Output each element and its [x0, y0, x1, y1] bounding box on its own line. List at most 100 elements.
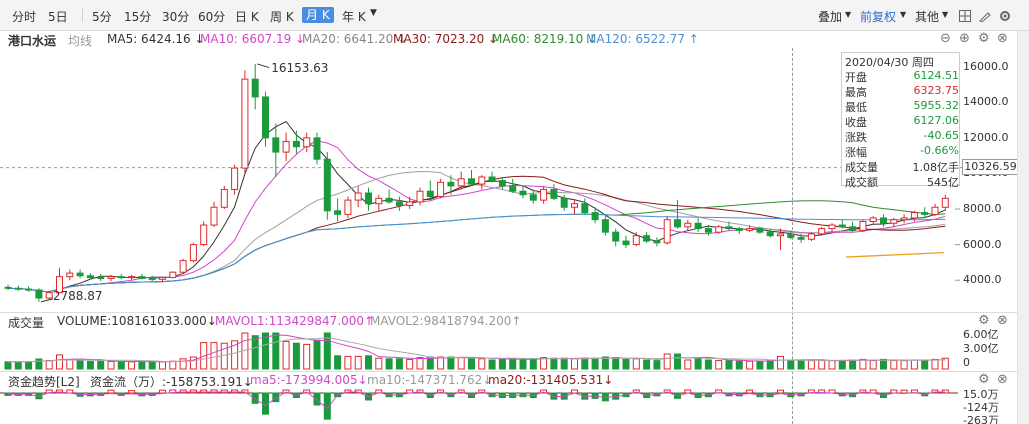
candle[interactable] — [900, 214, 908, 224]
candle[interactable] — [777, 228, 784, 250]
candle[interactable] — [704, 225, 712, 236]
candle[interactable] — [653, 237, 661, 247]
candle[interactable] — [416, 187, 424, 206]
period-day[interactable]: 日 K — [235, 10, 259, 24]
candle[interactable] — [354, 185, 362, 208]
candle[interactable] — [746, 225, 754, 233]
adjust-dropdown-icon[interactable]: ▼ — [900, 10, 907, 19]
candle[interactable] — [643, 232, 651, 243]
candle[interactable] — [890, 217, 898, 227]
period-60min[interactable]: 60分 — [198, 10, 226, 24]
candle[interactable] — [426, 180, 434, 201]
right-scrollbar[interactable] — [1017, 31, 1029, 424]
candle[interactable] — [313, 132, 321, 165]
fund-chart[interactable]: 15.0万-124万-263万 — [0, 388, 1017, 424]
overlay-dropdown-icon[interactable]: ▼ — [845, 10, 852, 19]
overlay-button[interactable]: 叠加 — [818, 10, 843, 24]
candle[interactable] — [282, 132, 290, 161]
candle[interactable] — [910, 210, 918, 222]
candle[interactable] — [859, 219, 867, 233]
candle[interactable] — [159, 276, 166, 282]
candle[interactable] — [97, 273, 105, 282]
candle[interactable] — [86, 273, 94, 280]
minimize-icon[interactable]: ⊖ — [940, 31, 951, 46]
grid-icon[interactable] — [959, 10, 971, 22]
candle[interactable] — [735, 226, 743, 234]
candle[interactable] — [828, 223, 836, 233]
candle[interactable] — [519, 185, 527, 199]
candle[interactable] — [591, 207, 599, 224]
candle[interactable] — [395, 196, 403, 211]
candle[interactable] — [251, 63, 259, 110]
settings-icon[interactable] — [999, 10, 1011, 22]
candle[interactable] — [550, 184, 558, 201]
candle[interactable] — [334, 198, 342, 222]
year-dropdown-icon[interactable]: ▼ — [370, 8, 377, 18]
candle[interactable] — [45, 290, 53, 300]
candle[interactable] — [797, 233, 805, 243]
period-5day[interactable]: 5日 — [48, 10, 68, 24]
candle[interactable] — [447, 175, 455, 195]
candle[interactable] — [303, 132, 311, 153]
period-month[interactable]: 月 K — [302, 7, 334, 23]
candle[interactable] — [540, 185, 548, 204]
candle[interactable] — [148, 275, 156, 282]
other-dropdown-icon[interactable]: ▼ — [942, 10, 949, 19]
draw-icon[interactable] — [979, 10, 991, 22]
candle[interactable] — [612, 228, 620, 247]
ma-type-label[interactable]: 均线 — [68, 34, 93, 48]
candle[interactable] — [766, 228, 774, 238]
candle[interactable] — [807, 232, 815, 242]
candle[interactable] — [880, 214, 887, 227]
candle[interactable] — [849, 221, 857, 233]
candle[interactable] — [66, 269, 74, 281]
period-5min[interactable]: 5分 — [92, 10, 112, 24]
volume-settings-icon[interactable]: ⚙ — [978, 313, 990, 328]
adjust-button[interactable]: 前复权 — [860, 10, 897, 24]
period-15min[interactable]: 15分 — [124, 10, 152, 24]
candlestick-chart[interactable]: 16153.63 2788.87 — [0, 48, 1017, 313]
candle[interactable] — [220, 185, 228, 210]
candle[interactable] — [941, 194, 949, 211]
candle[interactable] — [14, 285, 22, 291]
candle[interactable] — [4, 284, 12, 290]
candle[interactable] — [128, 274, 136, 281]
candle[interactable] — [818, 226, 826, 236]
candle[interactable] — [674, 200, 681, 229]
candle[interactable] — [437, 178, 445, 199]
candle[interactable] — [117, 273, 125, 280]
fund-settings-icon[interactable]: ⚙ — [978, 372, 990, 387]
candle[interactable] — [601, 216, 609, 236]
candle[interactable] — [622, 235, 630, 249]
candle[interactable] — [76, 269, 84, 279]
candle[interactable] — [35, 288, 43, 302]
candle[interactable] — [478, 175, 486, 190]
candle[interactable] — [138, 273, 146, 280]
close-icon[interactable]: ⊗ — [997, 31, 1008, 46]
candle[interactable] — [468, 169, 475, 186]
candle[interactable] — [25, 286, 33, 292]
period-year[interactable]: 年 K — [342, 10, 366, 24]
period-30min[interactable]: 30分 — [162, 10, 190, 24]
candle[interactable] — [787, 230, 795, 240]
candle[interactable] — [457, 171, 465, 190]
candle[interactable] — [375, 194, 383, 211]
candle[interactable] — [292, 130, 300, 154]
candle[interactable] — [241, 70, 249, 174]
candle[interactable] — [509, 178, 517, 194]
period-fenshi[interactable]: 分时 — [12, 10, 37, 24]
candle[interactable] — [56, 267, 63, 294]
candle[interactable] — [189, 242, 197, 263]
volume-close-icon[interactable]: ⊗ — [997, 313, 1008, 328]
candle[interactable] — [581, 198, 589, 215]
candle[interactable] — [560, 194, 568, 211]
candle[interactable] — [684, 219, 692, 231]
candle[interactable] — [262, 91, 269, 147]
candle[interactable] — [272, 123, 280, 177]
candle[interactable] — [210, 201, 218, 227]
candle[interactable] — [169, 271, 177, 279]
candle[interactable] — [498, 177, 506, 190]
candle[interactable] — [107, 274, 115, 282]
candle[interactable] — [529, 189, 537, 204]
candle[interactable] — [488, 171, 496, 183]
